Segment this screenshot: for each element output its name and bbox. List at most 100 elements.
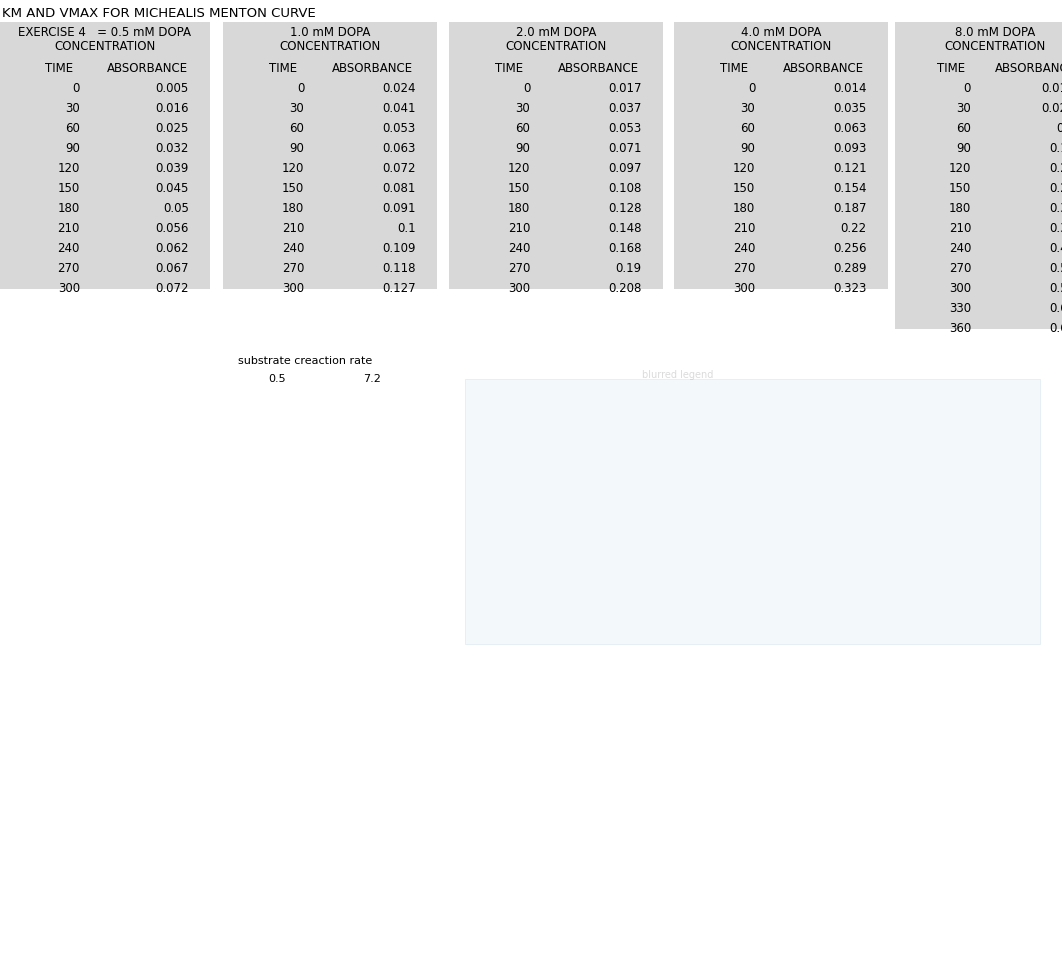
Text: 0.035: 0.035	[834, 102, 867, 115]
Text: 0.109: 0.109	[382, 241, 415, 255]
Text: 270: 270	[733, 262, 755, 275]
Text: 30: 30	[65, 102, 80, 115]
Text: 0.039: 0.039	[156, 162, 189, 175]
Text: 0.21: 0.21	[1049, 162, 1062, 175]
Text: 210: 210	[57, 222, 80, 234]
Text: 0.063: 0.063	[382, 142, 415, 154]
Text: blurred legend: blurred legend	[643, 369, 714, 380]
Text: 0.121: 0.121	[833, 162, 867, 175]
Text: 180: 180	[733, 202, 755, 215]
Text: 210: 210	[281, 222, 305, 234]
Text: 60: 60	[956, 122, 971, 135]
Bar	[674, 23, 888, 290]
Text: 0: 0	[748, 82, 755, 95]
Text: 30: 30	[740, 102, 755, 115]
Text: 120: 120	[508, 162, 530, 175]
Text: 0.127: 0.127	[382, 281, 415, 295]
Text: 0.072: 0.072	[155, 281, 189, 295]
Text: 180: 180	[948, 202, 971, 215]
Text: 90: 90	[290, 142, 305, 154]
Text: TIME: TIME	[269, 62, 297, 75]
Text: TIME: TIME	[720, 62, 748, 75]
Text: 270: 270	[508, 262, 530, 275]
Text: 0.65: 0.65	[1049, 321, 1062, 335]
Text: 330: 330	[948, 302, 971, 315]
Text: 60: 60	[65, 122, 80, 135]
Text: 0.256: 0.256	[833, 241, 867, 255]
Text: 150: 150	[508, 182, 530, 194]
Text: 120: 120	[733, 162, 755, 175]
Text: 0.187: 0.187	[833, 202, 867, 215]
Text: 360: 360	[948, 321, 971, 335]
Text: 300: 300	[282, 281, 305, 295]
Text: 240: 240	[733, 241, 755, 255]
Text: 30: 30	[956, 102, 971, 115]
Text: 0.063: 0.063	[834, 122, 867, 135]
Text: 0.017: 0.017	[609, 82, 641, 95]
Text: 60: 60	[515, 122, 530, 135]
Text: 0.37: 0.37	[1049, 222, 1062, 234]
Text: 4.0 mM DOPA: 4.0 mM DOPA	[741, 26, 821, 39]
Text: 0.014: 0.014	[833, 82, 867, 95]
Text: 0.26: 0.26	[1049, 182, 1062, 194]
Text: 0.108: 0.108	[609, 182, 641, 194]
Text: 0.1: 0.1	[1057, 122, 1062, 135]
Text: 0.067: 0.067	[155, 262, 189, 275]
Text: 7.2: 7.2	[363, 373, 381, 384]
Text: 0.5: 0.5	[268, 373, 286, 384]
Text: ABSORBANCE: ABSORBANCE	[106, 62, 188, 75]
Text: 0.42: 0.42	[1049, 241, 1062, 255]
Text: 60: 60	[290, 122, 305, 135]
Text: 0.016: 0.016	[155, 102, 189, 115]
Text: 1.0 mM DOPA: 1.0 mM DOPA	[290, 26, 371, 39]
Text: 210: 210	[508, 222, 530, 234]
Text: 0.037: 0.037	[609, 102, 641, 115]
Bar	[895, 23, 1062, 329]
Text: 0.52: 0.52	[1049, 262, 1062, 275]
Text: ABSORBANCE: ABSORBANCE	[332, 62, 413, 75]
Text: 0.05: 0.05	[164, 202, 189, 215]
Text: 0.15: 0.15	[1049, 142, 1062, 154]
Text: 0.024: 0.024	[382, 82, 415, 95]
Text: ABSORBANCE: ABSORBANCE	[994, 62, 1062, 75]
Text: 0.056: 0.056	[156, 222, 189, 234]
Text: TIME: TIME	[937, 62, 965, 75]
Text: 0.323: 0.323	[834, 281, 867, 295]
Text: 240: 240	[508, 241, 530, 255]
Text: 0.62: 0.62	[1049, 302, 1062, 315]
Text: 0.118: 0.118	[382, 262, 415, 275]
Text: 240: 240	[57, 241, 80, 255]
Text: 120: 120	[281, 162, 305, 175]
Text: 180: 180	[57, 202, 80, 215]
Text: 8.0 mM DOPA: 8.0 mM DOPA	[955, 26, 1035, 39]
Text: 120: 120	[57, 162, 80, 175]
Text: 210: 210	[733, 222, 755, 234]
Text: 0.32: 0.32	[1049, 202, 1062, 215]
Text: TIME: TIME	[495, 62, 523, 75]
Text: 90: 90	[740, 142, 755, 154]
Text: 0.093: 0.093	[834, 142, 867, 154]
Text: TIME: TIME	[45, 62, 73, 75]
Text: 0: 0	[72, 82, 80, 95]
Text: 0.289: 0.289	[833, 262, 867, 275]
Text: 150: 150	[282, 182, 305, 194]
Text: 0.071: 0.071	[609, 142, 641, 154]
Text: 0.053: 0.053	[382, 122, 415, 135]
Text: 0: 0	[523, 82, 530, 95]
Text: CONCENTRATION: CONCENTRATION	[279, 40, 380, 53]
Text: 0.081: 0.081	[382, 182, 415, 194]
Text: 270: 270	[57, 262, 80, 275]
Text: CONCENTRATION: CONCENTRATION	[731, 40, 832, 53]
Text: 0.168: 0.168	[609, 241, 641, 255]
Text: 0.028: 0.028	[1042, 102, 1062, 115]
Text: EXERCISE 4   = 0.5 mM DOPA: EXERCISE 4 = 0.5 mM DOPA	[18, 26, 191, 39]
Text: 120: 120	[948, 162, 971, 175]
Text: 210: 210	[948, 222, 971, 234]
Text: 150: 150	[948, 182, 971, 194]
Text: 0.19: 0.19	[616, 262, 641, 275]
Text: 0.154: 0.154	[833, 182, 867, 194]
Text: 60: 60	[740, 122, 755, 135]
Text: 240: 240	[948, 241, 971, 255]
Text: 2.0 mM DOPA: 2.0 mM DOPA	[516, 26, 596, 39]
Text: 0.005: 0.005	[156, 82, 189, 95]
